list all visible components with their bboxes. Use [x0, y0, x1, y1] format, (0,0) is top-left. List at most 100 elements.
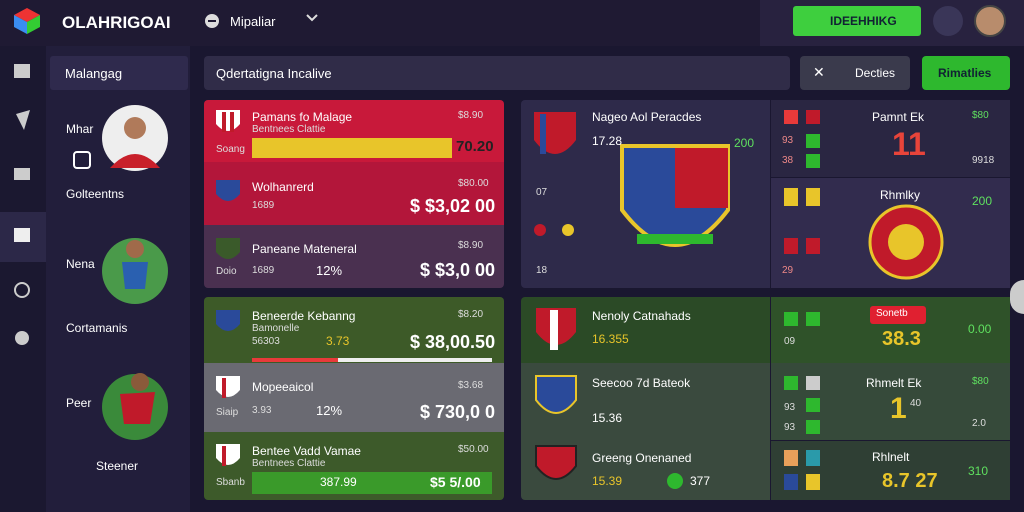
match-time: 16.355: [592, 332, 629, 346]
side-title-box: [50, 56, 188, 90]
match-title: Mopeeaicol: [252, 380, 314, 394]
match-stat: 377: [690, 474, 711, 488]
featured-row: 93: [782, 135, 794, 146]
match-time: 15.36: [592, 411, 623, 425]
match-stat: 3.93: [252, 405, 272, 416]
mini-icons: [784, 376, 820, 490]
nav-icon[interactable]: [204, 13, 220, 29]
match-stat: 387.99: [320, 475, 357, 489]
match-code: 56303: [252, 336, 280, 347]
match-title: Nenoly Catnahads: [592, 309, 691, 323]
match-title: Beneerde Kebanng: [252, 309, 356, 323]
sidebar-icons[interactable]: [12, 62, 34, 352]
match-stat: 1689: [252, 265, 275, 276]
stat-icon: [667, 473, 683, 489]
nav-label[interactable]: Mipaliar: [230, 14, 276, 29]
match-row[interactable]: [204, 297, 504, 363]
progress-bar: [252, 472, 492, 494]
match-price: $ 38,00.50: [410, 332, 496, 352]
filter-icon[interactable]: ✕: [813, 64, 825, 80]
match-code: Doio: [216, 266, 237, 277]
player-name[interactable]: Nena: [66, 257, 95, 271]
match-row[interactable]: [204, 363, 504, 432]
side-crest: [868, 204, 944, 280]
progress-bar: [252, 358, 492, 362]
match-price: $ 730,0 0: [420, 402, 496, 422]
match-row[interactable]: [204, 225, 504, 288]
side-title: Rhmlky: [880, 188, 921, 202]
brand: OLAHRIGOAI: [62, 13, 171, 32]
match-title: Wolhanrerd: [252, 180, 314, 194]
match-code: Sbanb: [216, 477, 245, 488]
progress-bar: [252, 358, 338, 362]
player-team: Cortamanis: [66, 321, 128, 335]
player-team: Golteentns: [66, 187, 125, 201]
match-row: 93: [784, 422, 796, 433]
team-shields: [216, 110, 240, 466]
player-name[interactable]: Mhar: [66, 122, 94, 136]
filter-button[interactable]: [800, 56, 910, 90]
match-crests: [535, 375, 577, 480]
avatar[interactable]: [933, 6, 963, 36]
match-price: $ $3,02 00: [410, 196, 496, 216]
match-odds: $8.90: [458, 110, 484, 121]
side-score: 8.7 27: [882, 470, 938, 492]
match-title: Seecoo 7d Bateok: [592, 376, 691, 390]
match-percent: 12%: [316, 403, 343, 418]
match-score: 38.3: [882, 328, 921, 350]
side-score: 11: [892, 126, 926, 162]
match-subtitle: Bentnees Clattie: [252, 458, 326, 469]
scroll-handle[interactable]: [1010, 280, 1024, 314]
player-team: Steener: [96, 459, 139, 473]
side-title: Malangag: [65, 66, 123, 81]
primary-button[interactable]: [922, 56, 1010, 90]
side-sub: 2.0: [972, 418, 986, 429]
featured-row: 38: [782, 155, 794, 166]
search-text[interactable]: Qdertatigna Incalive: [216, 66, 332, 81]
match-odds: $8.90: [458, 240, 484, 251]
match-stat: 3.73: [326, 334, 350, 348]
player-badge: [73, 151, 91, 169]
primary-label[interactable]: Rimatlies: [938, 66, 992, 80]
side-odds: 200: [972, 194, 993, 208]
logo: [14, 8, 40, 34]
player-name[interactable]: Peer: [66, 396, 92, 410]
chevron[interactable]: [305, 12, 319, 24]
action-button[interactable]: [793, 6, 921, 36]
side-sub: 9918: [972, 155, 995, 166]
featured-left: 18: [536, 265, 548, 276]
featured-left: 07: [536, 187, 548, 198]
side-sub: 40: [910, 398, 922, 409]
match-odds: $50.00: [458, 444, 489, 455]
match-odds: 0.00: [968, 322, 992, 336]
match-code: Soang: [216, 144, 245, 155]
match-crest: [536, 308, 576, 350]
match-row: 93: [784, 402, 796, 413]
profile[interactable]: [974, 5, 1006, 37]
match-subtitle: Bentnees Clattie: [252, 124, 326, 135]
side-odds: $80: [972, 376, 989, 387]
match-title: Pamans fo Malage: [252, 110, 353, 124]
featured-crest: [534, 112, 730, 247]
match-title: Greeng Onenaned: [592, 451, 692, 465]
side-title: Rhmelt Ek: [866, 376, 922, 390]
match-time: 15.39: [592, 474, 623, 488]
match-price: $5 5/.00: [430, 474, 481, 490]
filter-label[interactable]: Decties: [855, 66, 896, 80]
mini-icons: [784, 110, 820, 254]
match-odds: $80.00: [458, 178, 489, 189]
mini-icons: [784, 312, 820, 326]
side-title: Rhlnelt: [872, 450, 910, 464]
match-percent: 12%: [316, 263, 343, 278]
match-odds: $8.20: [458, 309, 484, 320]
progress-bar: [252, 138, 452, 158]
search-bar[interactable]: [204, 56, 790, 90]
match-subtitle: Bamonelle: [252, 323, 300, 334]
badge-label: Sonetb: [876, 308, 908, 319]
featured-odds: 200: [734, 136, 755, 150]
match-row[interactable]: [204, 162, 504, 225]
match-odds: $3.68: [458, 380, 484, 391]
action-label[interactable]: IDEEHHIKG: [830, 14, 897, 28]
